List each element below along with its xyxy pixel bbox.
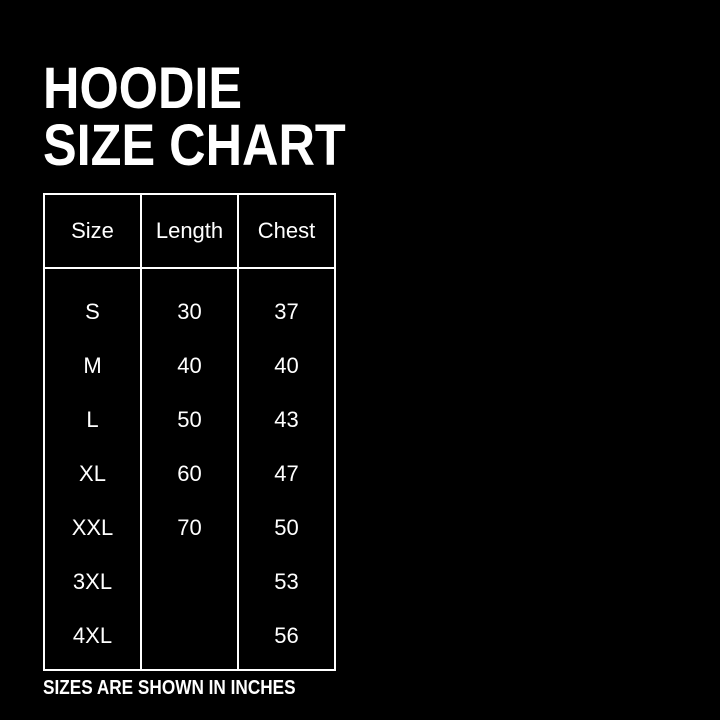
cell-length xyxy=(140,609,239,671)
cell-size: 4XL xyxy=(43,609,142,671)
header-chest: Chest xyxy=(237,193,336,269)
cell-chest: 50 xyxy=(237,501,336,555)
header-row: Size Length Chest xyxy=(43,193,336,269)
cell-chest: 56 xyxy=(237,609,336,671)
cell-chest: 47 xyxy=(237,447,336,501)
cell-size: XL xyxy=(43,447,142,501)
cell-size: L xyxy=(43,393,142,447)
header-length: Length xyxy=(140,193,239,269)
cell-size: XXL xyxy=(43,501,142,555)
table-row: 3XL 53 xyxy=(43,555,336,609)
cell-chest: 43 xyxy=(237,393,336,447)
units-note: SIZES ARE SHOWN IN INCHES xyxy=(43,677,296,699)
cell-length xyxy=(140,555,239,609)
cell-length: 70 xyxy=(140,501,239,555)
cell-length: 30 xyxy=(140,268,239,339)
cell-chest: 53 xyxy=(237,555,336,609)
table-row: M 40 40 xyxy=(43,339,336,393)
cell-chest: 37 xyxy=(237,268,336,339)
cell-size: M xyxy=(43,339,142,393)
cell-size: S xyxy=(43,268,142,339)
table-row: 4XL 56 xyxy=(43,609,336,671)
cell-length: 40 xyxy=(140,339,239,393)
table-row: XXL 70 50 xyxy=(43,501,336,555)
cell-size: 3XL xyxy=(43,555,142,609)
title-line-1: HOODIE xyxy=(43,56,243,121)
table-row: S 30 37 xyxy=(43,268,336,339)
header-size: Size xyxy=(43,193,142,269)
cell-length: 50 xyxy=(140,393,239,447)
table-row: XL 60 47 xyxy=(43,447,336,501)
table-row: L 50 43 xyxy=(43,393,336,447)
cell-chest: 40 xyxy=(237,339,336,393)
cell-length: 60 xyxy=(140,447,239,501)
size-table: Size Length Chest S 30 37 M 40 40 L 50 43 XL 60 47 X… xyxy=(43,193,336,671)
title-line-2: SIZE CHART xyxy=(43,113,346,178)
